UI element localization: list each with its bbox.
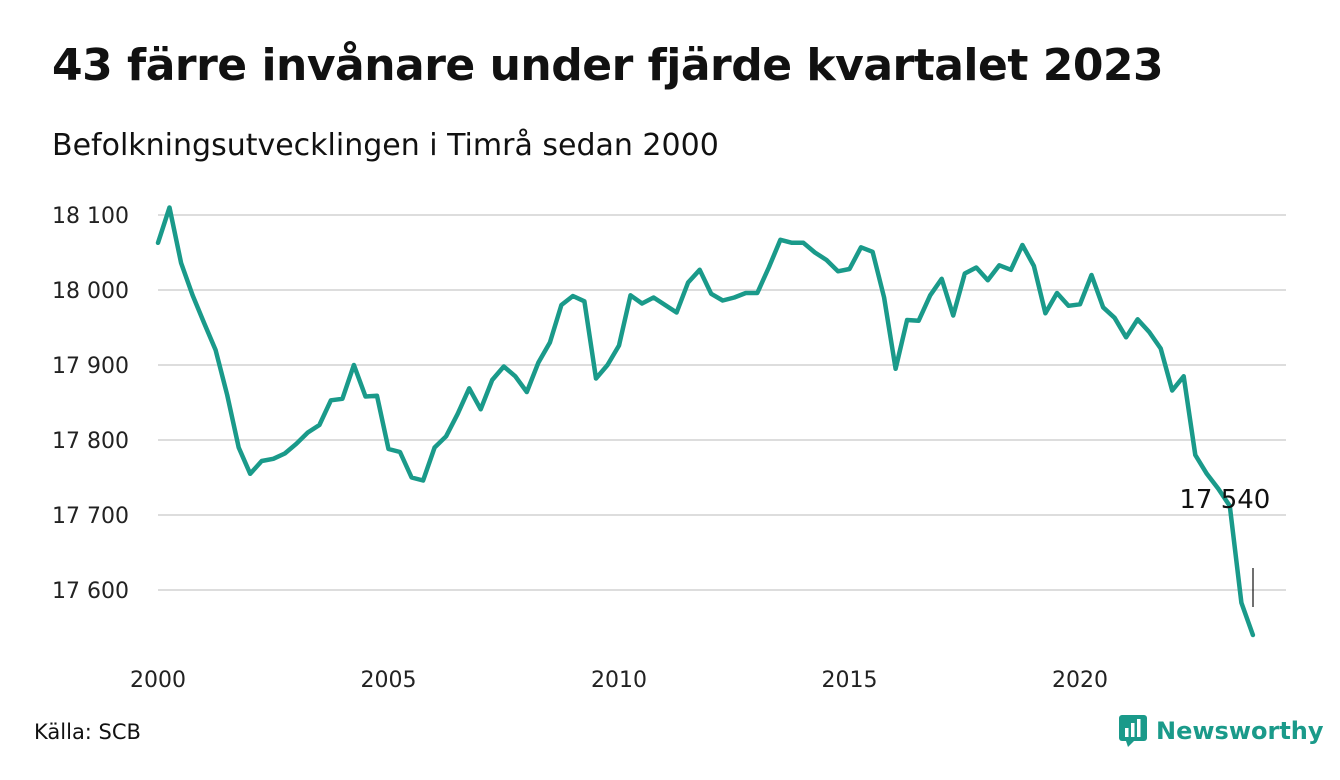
x-tick-label: 2015 (822, 668, 878, 693)
chart-title: 43 färre invånare under fjärde kvartalet… (52, 40, 1164, 91)
y-tick-label: 17 600 (52, 579, 129, 604)
y-tick-label: 17 900 (52, 354, 129, 379)
x-tick-label: 2000 (130, 668, 186, 693)
grid-lines (158, 214, 1286, 591)
y-tick-label: 17 800 (52, 429, 129, 454)
x-tick-label: 2020 (1052, 668, 1108, 693)
y-axis: 17 600 17 700 17 800 17 900 18 000 18 100 (52, 204, 129, 604)
series-line (155, 205, 1256, 638)
source-text: Källa: SCB (34, 720, 141, 744)
line-chart: 17 600 17 700 17 800 17 900 18 000 18 100 200… (52, 204, 1286, 693)
y-tick-label: 18 000 (52, 279, 129, 304)
annotations: 17 540 (1179, 485, 1270, 607)
annotation-label: 17 540 (1179, 485, 1270, 515)
brand-name: Newsworthy (1156, 717, 1324, 745)
x-tick-label: 2010 (591, 668, 647, 693)
x-axis: 2000 2005 2010 2015 2020 (130, 668, 1108, 693)
series-group (155, 205, 1256, 638)
brand-logo[interactable]: Newsworthy (1118, 714, 1324, 748)
x-tick-label: 2005 (361, 668, 417, 693)
newsworthy-logo-icon (1119, 715, 1147, 747)
y-tick-label: 17 700 (52, 504, 129, 529)
chart-subtitle: Befolkningsutvecklingen i Timrå sedan 20… (52, 128, 719, 163)
y-tick-label: 18 100 (52, 204, 129, 229)
